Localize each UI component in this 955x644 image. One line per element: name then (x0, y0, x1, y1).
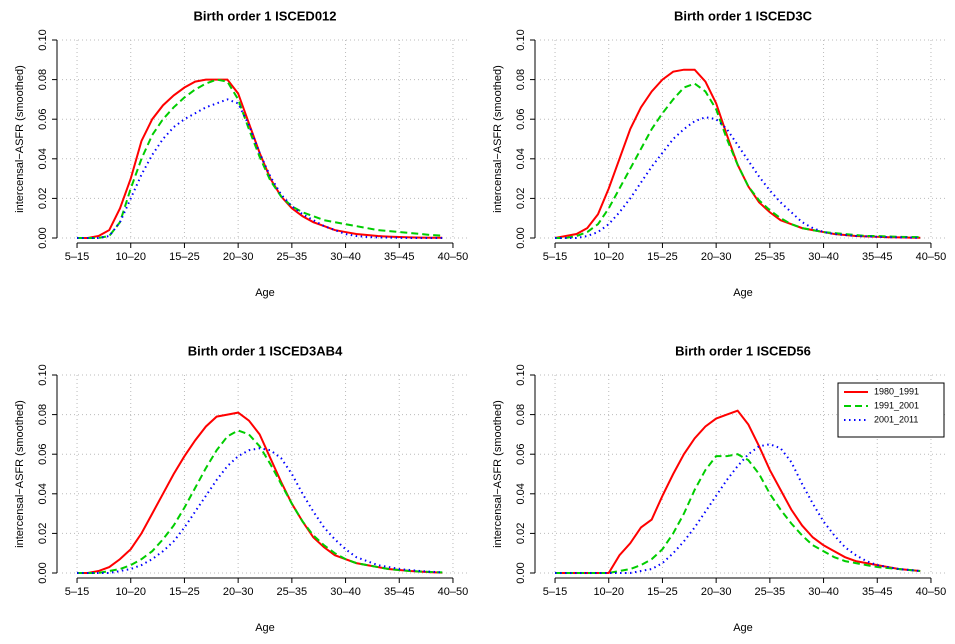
y-tick-label: 0.08 (37, 69, 49, 90)
x-tick-label: 5–15 (543, 251, 567, 263)
y-tick-label: 0.00 (515, 227, 527, 248)
y-tick-label: 0.06 (37, 443, 49, 464)
x-axis-label: Age (255, 287, 275, 299)
y-tick-label: 0.04 (515, 483, 527, 504)
x-tick-label: 35–45 (384, 251, 415, 263)
x-tick-label: 40–50 (916, 586, 947, 598)
x-tick-label: 15–25 (169, 251, 200, 263)
x-tick-label: 35–45 (384, 586, 415, 598)
y-tick-label: 0.06 (515, 108, 527, 129)
panel: Birth order 1 ISCED012 Age intercensal−ASF… (14, 8, 468, 298)
x-tick-label: 25–35 (277, 586, 308, 598)
x-tick-label: 5–15 (543, 586, 567, 598)
series-line (555, 116, 921, 239)
legend-label: 1991_2001 (874, 400, 919, 410)
x-tick-label: 10–20 (115, 251, 146, 263)
x-tick-label: 20–30 (701, 586, 732, 598)
x-tick-label: 40–50 (438, 586, 469, 598)
x-axis-label: Age (733, 622, 753, 634)
series-line (77, 411, 443, 574)
x-axis-label: Age (255, 622, 275, 634)
series-line (554, 68, 921, 239)
y-tick-label: 0.00 (515, 562, 527, 583)
x-tick-label: 15–25 (169, 586, 200, 598)
y-tick-label: 0.04 (37, 483, 49, 504)
x-tick-label: 40–50 (438, 251, 469, 263)
x-tick-label: 30–40 (330, 586, 361, 598)
y-tick-label: 0.04 (37, 148, 49, 169)
series-line (77, 78, 443, 239)
y-tick-label: 0.10 (37, 29, 49, 50)
panel: Birth order 1 ISCED3C Age intercensal−ASFR… (492, 8, 946, 298)
x-tick-label: 20–30 (223, 251, 254, 263)
panel-title: Birth order 1 ISCED56 (675, 343, 811, 358)
legend-label: 1980_1991 (874, 386, 919, 396)
x-tick-label: 35–45 (862, 586, 893, 598)
x-tick-label: 10–20 (593, 586, 624, 598)
y-tick-label: 0.10 (515, 364, 527, 385)
series-line (77, 98, 443, 239)
y-tick-label: 0.04 (515, 148, 527, 169)
panel: Birth order 1 ISCED56 Age intercensal−ASFR… (492, 343, 946, 633)
y-axis-label: intercensal−ASFR (smoothed) (14, 400, 26, 548)
x-tick-label: 30–40 (330, 251, 361, 263)
y-axis-label: intercensal−ASFR (smoothed) (14, 65, 26, 213)
x-tick-label: 25–35 (755, 586, 786, 598)
panel-title: Birth order 1 ISCED3C (674, 8, 813, 23)
x-tick-label: 35–45 (862, 251, 893, 263)
x-tick-label: 10–20 (115, 586, 146, 598)
y-tick-label: 0.08 (515, 404, 527, 425)
y-tick-label: 0.02 (37, 188, 49, 209)
x-tick-label: 10–20 (593, 251, 624, 263)
y-tick-label: 0.10 (515, 29, 527, 50)
series-line (555, 443, 921, 574)
series-line (77, 429, 443, 574)
panel-title: Birth order 1 ISCED3AB4 (188, 343, 343, 358)
x-tick-label: 30–40 (808, 586, 839, 598)
series-line (555, 453, 921, 574)
series-line (555, 409, 921, 574)
x-tick-label: 15–25 (647, 251, 678, 263)
y-tick-label: 0.02 (515, 188, 527, 209)
x-tick-label: 25–35 (755, 251, 786, 263)
y-tick-label: 0.06 (515, 443, 527, 464)
y-tick-label: 0.10 (37, 364, 49, 385)
panel: Birth order 1 ISCED3AB4 Age intercensal−AS… (14, 343, 468, 633)
x-tick-label: 5–15 (65, 586, 89, 598)
series-line (555, 82, 921, 239)
y-tick-label: 0.02 (37, 523, 49, 544)
y-tick-label: 0.08 (515, 69, 527, 90)
x-tick-label: 15–25 (647, 586, 678, 598)
y-tick-label: 0.00 (37, 562, 49, 583)
y-axis-label: intercensal−ASFR (smoothed) (492, 400, 504, 548)
y-tick-label: 0.02 (515, 523, 527, 544)
x-tick-label: 25–35 (277, 251, 308, 263)
y-axis-label: intercensal−ASFR (smoothed) (492, 65, 504, 213)
y-tick-label: 0.06 (37, 108, 49, 129)
x-axis-label: Age (733, 287, 753, 299)
series-line (77, 447, 443, 574)
legend-label: 2001_2011 (874, 414, 918, 424)
y-tick-label: 0.08 (37, 404, 49, 425)
x-tick-label: 20–30 (701, 251, 732, 263)
panel-title: Birth order 1 ISCED012 (193, 8, 336, 23)
x-tick-label: 20–30 (223, 586, 254, 598)
x-tick-label: 40–50 (916, 251, 947, 263)
x-tick-label: 5–15 (65, 251, 89, 263)
y-tick-label: 0.00 (37, 227, 49, 248)
x-tick-label: 30–40 (808, 251, 839, 263)
